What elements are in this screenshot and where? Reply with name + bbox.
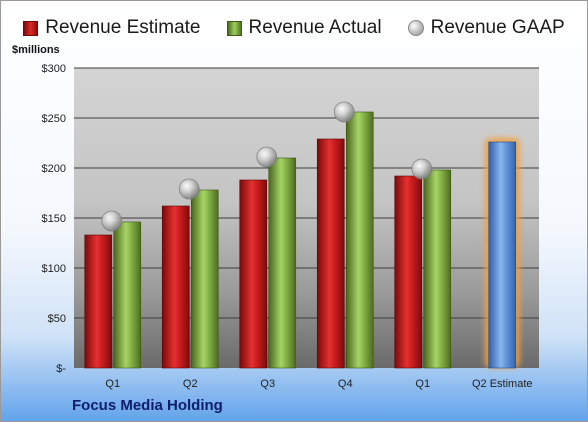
x-tick-label: Q2 Estimate <box>472 378 533 390</box>
x-tick-label: Q4 <box>338 378 353 390</box>
bar-revenue-estimate <box>161 205 190 369</box>
y-tick-label: $250 <box>42 113 66 125</box>
x-tick-label: Q1 <box>415 378 430 390</box>
point-revenue-gaap <box>411 158 433 180</box>
point-revenue-gaap <box>178 178 200 200</box>
bar-revenue-estimate <box>316 138 345 369</box>
y-tick-label: $200 <box>42 163 66 175</box>
bar-revenue-estimate <box>394 175 423 369</box>
legend-item-estimate: Revenue Estimate <box>23 17 201 39</box>
y-tick-label: $300 <box>42 63 66 75</box>
legend-swatch-gaap <box>407 20 424 36</box>
bar-revenue-actual <box>113 221 142 369</box>
company-name: Focus Media Holding <box>72 397 223 414</box>
x-tick-label: Q2 <box>183 378 198 390</box>
legend-label-actual: Revenue Actual <box>248 17 382 38</box>
legend-item-actual: Revenue Actual <box>226 17 382 39</box>
y-tick-label: $- <box>56 363 66 375</box>
x-tick-label: Q3 <box>260 378 275 390</box>
y-tick-label: $100 <box>42 263 66 275</box>
point-revenue-gaap <box>333 101 355 123</box>
y-tick-label: $50 <box>48 313 66 325</box>
y-axis-units-label: $millions <box>12 44 60 56</box>
legend-label-estimate: Revenue Estimate <box>45 17 201 38</box>
legend-swatch-estimate <box>23 20 39 36</box>
bar-revenue-estimate-future <box>488 141 517 369</box>
bar-revenue-actual <box>345 111 374 369</box>
bar-revenue-estimate <box>84 234 113 369</box>
bar-revenue-actual <box>423 169 452 369</box>
chart-legend: Revenue Estimate Revenue Actual Revenue … <box>0 15 588 41</box>
legend-label-gaap: Revenue GAAP <box>430 17 565 38</box>
point-revenue-gaap <box>101 210 123 232</box>
point-revenue-gaap <box>256 146 278 168</box>
legend-swatch-actual <box>226 20 242 36</box>
bar-revenue-actual <box>190 189 219 369</box>
x-tick-label: Q1 <box>105 378 120 390</box>
bar-revenue-actual <box>268 157 297 369</box>
bar-revenue-estimate <box>239 179 268 369</box>
legend-item-gaap: Revenue GAAP <box>407 17 565 39</box>
y-tick-label: $150 <box>42 213 66 225</box>
